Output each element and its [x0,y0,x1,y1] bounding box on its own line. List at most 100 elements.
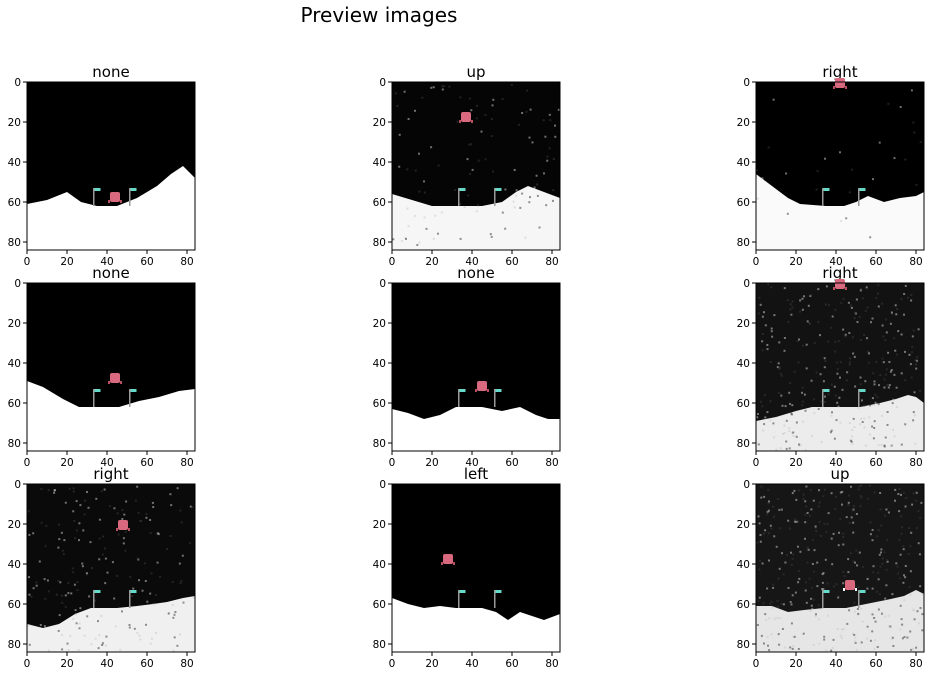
axes-frame [755,483,925,653]
y-tick-label: 40 [8,358,21,370]
x-tick-label: 20 [60,658,73,670]
y-tick-label: 20 [373,318,386,330]
panel-title: up [830,465,849,483]
lander [116,520,130,531]
x-tick-label: 20 [425,658,438,670]
axes-frame [26,282,196,452]
x-tick-label: 40 [465,457,478,469]
y-tick-label: 0 [379,479,386,491]
panel-title: none [92,63,129,81]
lander [833,78,847,89]
y-tick-label: 0 [379,77,386,89]
y-tick-label: 60 [8,398,21,410]
y-tick-label: 0 [14,77,21,89]
y-tick-label: 20 [373,519,386,531]
y-tick-label: 20 [373,117,386,129]
y-tick-label: 20 [737,318,750,330]
y-tick-label: 60 [737,599,750,611]
y-tick-label: 80 [373,639,386,651]
noise-speckle [756,283,921,451]
y-tick-label: 60 [373,398,386,410]
x-tick-label: 80 [545,658,558,670]
y-tick-label: 40 [373,358,386,370]
landing-flags [822,188,866,206]
ground-terrain [392,598,560,652]
x-tick-label: 20 [60,256,73,268]
panel-title: up [466,63,485,81]
panel-title: none [92,264,129,282]
x-tick-label: 40 [465,256,478,268]
x-tick-label: 40 [465,658,478,670]
x-tick-label: 80 [909,256,922,268]
lander [833,279,847,290]
x-tick-label: 80 [180,256,193,268]
ground-terrain [756,174,924,250]
ground-terrain [27,166,195,250]
x-tick-label: 40 [100,457,113,469]
y-tick-label: 40 [8,157,21,169]
y-tick-label: 40 [373,157,386,169]
y-tick-label: 80 [8,639,21,651]
x-tick-label: 60 [869,457,882,469]
lander [459,112,473,123]
x-tick-label: 40 [829,457,842,469]
y-tick-label: 40 [373,559,386,571]
axes-frame [391,483,561,653]
y-tick-label: 60 [373,197,386,209]
x-tick-label: 20 [789,457,802,469]
y-tick-label: 20 [8,318,21,330]
noise-speckle [27,485,195,652]
x-tick-label: 60 [505,256,518,268]
x-tick-label: 0 [753,658,760,670]
x-tick-label: 20 [425,457,438,469]
x-tick-label: 60 [505,457,518,469]
x-tick-label: 0 [24,658,31,670]
landing-flags [458,188,502,206]
y-tick-label: 0 [14,479,21,491]
x-tick-label: 40 [100,658,113,670]
y-tick-label: 80 [373,438,386,450]
y-tick-label: 40 [737,559,750,571]
ground-terrain [392,407,560,451]
y-tick-label: 0 [743,77,750,89]
x-tick-label: 60 [505,658,518,670]
landing-flags [93,188,137,206]
noise-speckle [392,83,560,246]
lander [441,554,455,565]
axes-frame [391,282,561,452]
x-tick-label: 80 [909,658,922,670]
x-tick-label: 20 [60,457,73,469]
x-tick-label: 0 [389,658,396,670]
landing-flags [93,389,137,407]
y-tick-label: 80 [737,639,750,651]
x-tick-label: 80 [180,457,193,469]
lander [108,192,122,203]
y-tick-label: 80 [8,438,21,450]
y-tick-label: 60 [8,599,21,611]
y-tick-label: 60 [737,398,750,410]
y-tick-label: 80 [373,237,386,249]
y-tick-label: 0 [379,278,386,290]
lander [475,381,489,392]
y-tick-label: 80 [737,438,750,450]
axes-frame [755,81,925,251]
x-tick-label: 80 [909,457,922,469]
ground-terrain [27,381,195,451]
axes-frame [755,282,925,452]
noise-speckle [756,89,922,239]
x-tick-label: 0 [24,256,31,268]
x-tick-label: 20 [789,256,802,268]
